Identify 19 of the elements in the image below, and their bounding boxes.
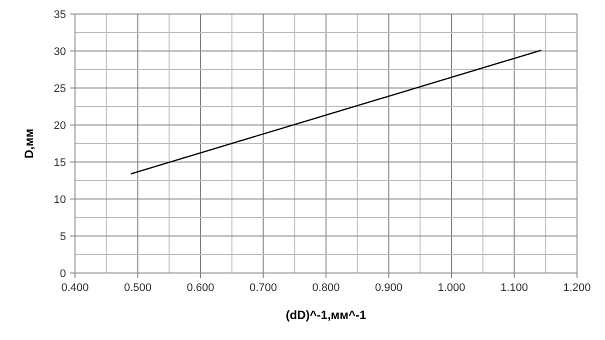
y-tick-label: 10: [54, 194, 66, 206]
x-tick-label: 0.800: [312, 282, 340, 294]
y-tick-label: 15: [54, 157, 66, 169]
y-axis-title: D,мм: [22, 128, 36, 158]
x-tick-label: 0.500: [124, 282, 152, 294]
y-tick-label: 30: [54, 46, 66, 58]
x-axis-title: (dD)^-1,мм^-1: [286, 308, 367, 322]
y-tick-label: 0: [60, 268, 66, 280]
x-tick-label: 0.900: [374, 282, 403, 294]
x-tick-label: 1.200: [563, 282, 591, 294]
y-tick-label: 20: [54, 120, 66, 132]
y-tick-label: 35: [54, 9, 66, 21]
x-tick-label: 0.400: [61, 282, 89, 294]
x-tick-label: 1.100: [500, 282, 528, 294]
x-tick-label: 0.600: [186, 282, 214, 294]
y-tick-label: 5: [60, 231, 66, 243]
y-tick-label: 25: [54, 83, 66, 95]
x-tick-label: 0.700: [249, 282, 278, 294]
x-tick-label: 1.000: [438, 282, 466, 294]
